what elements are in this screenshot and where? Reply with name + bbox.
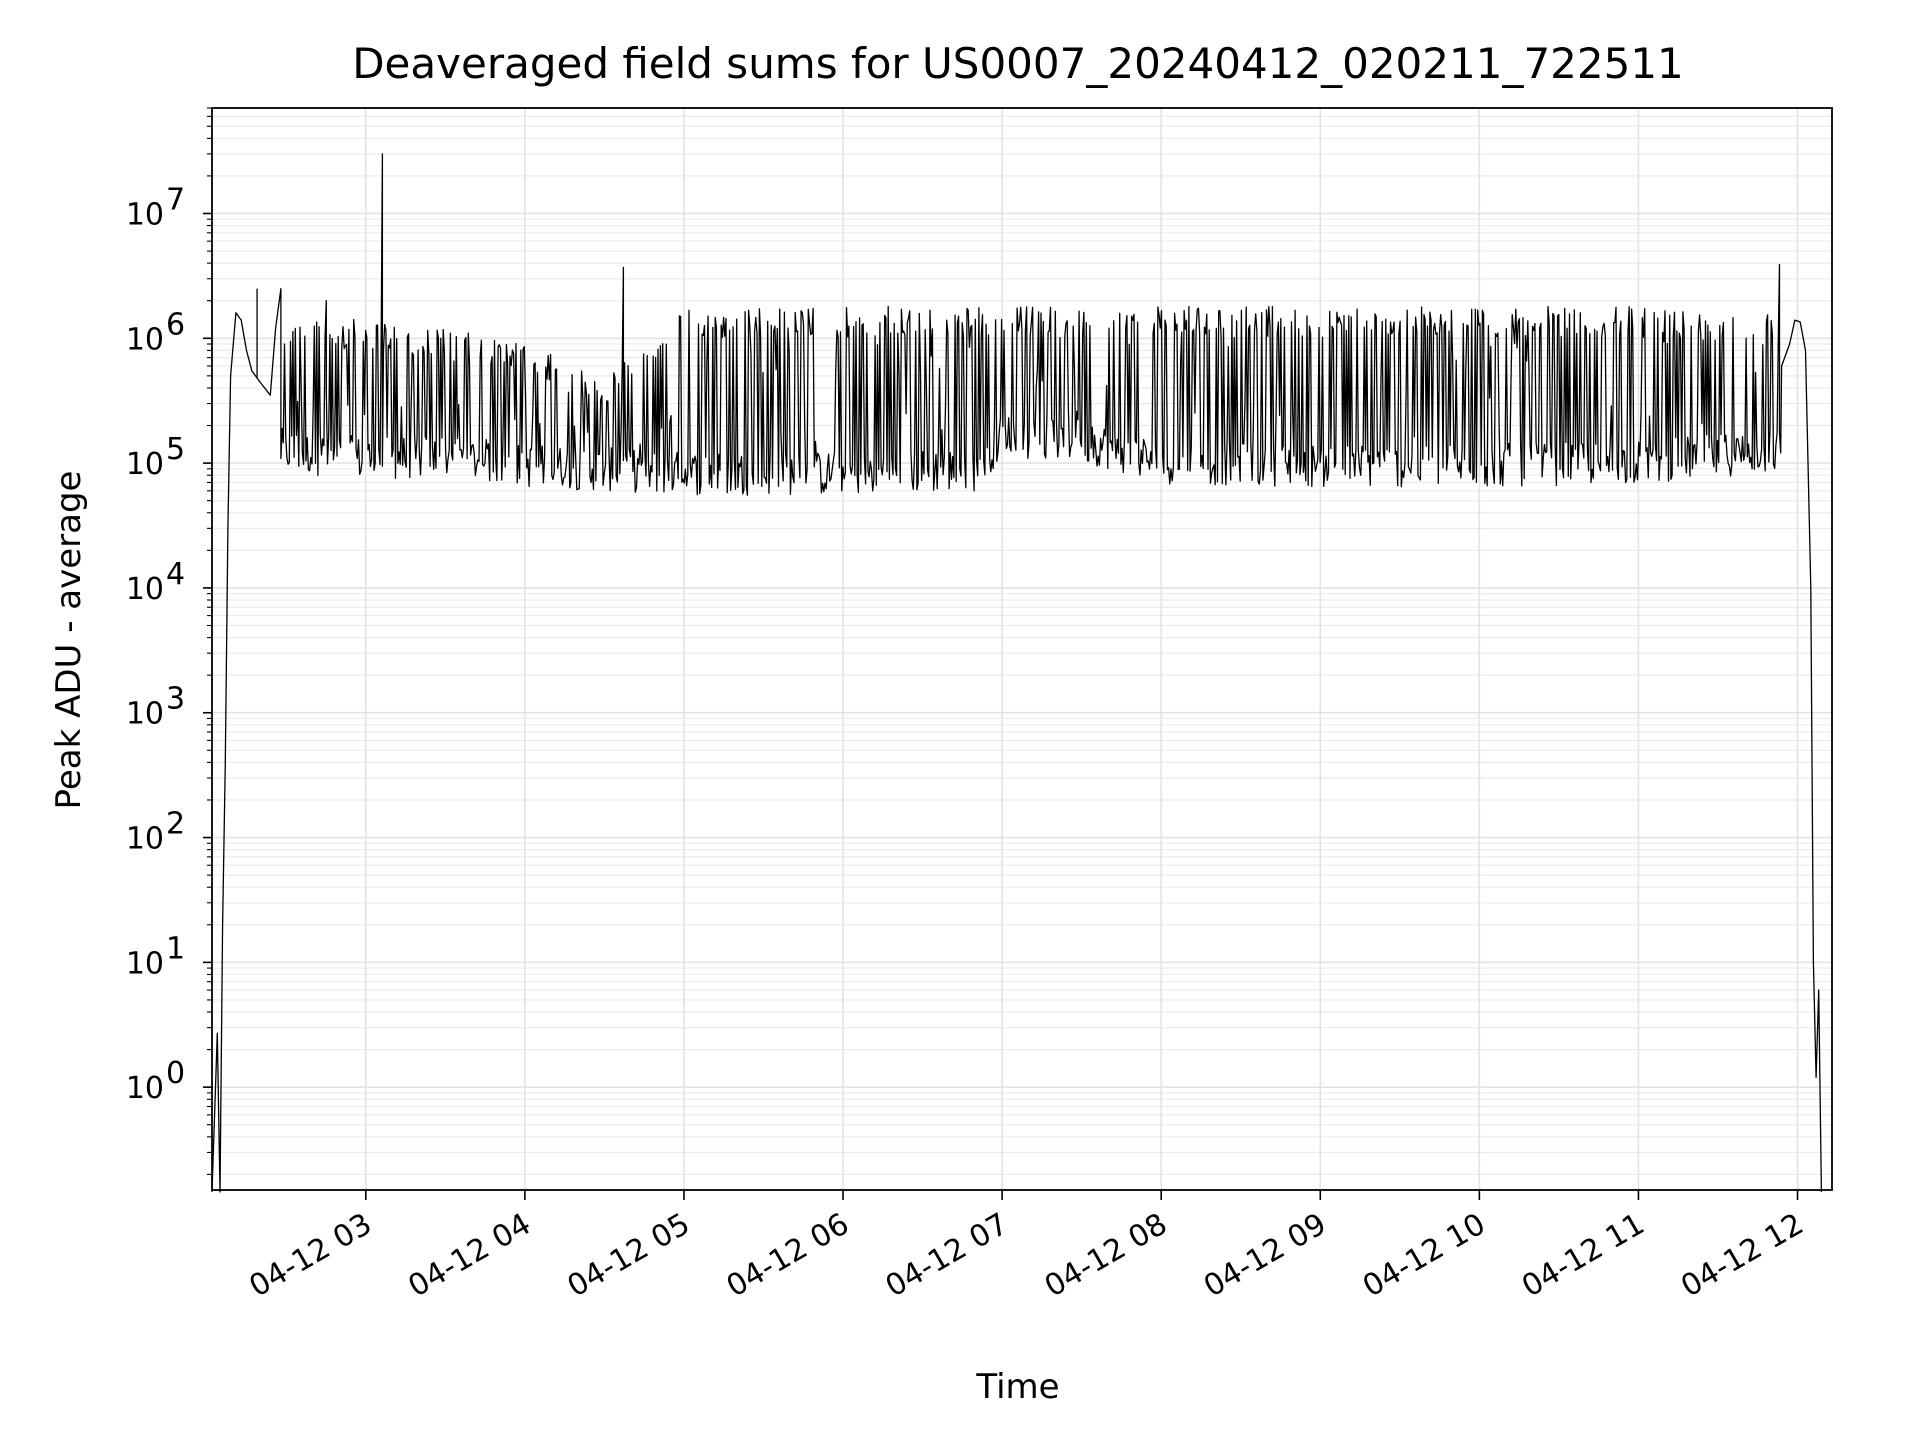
y-tick-label: 10 xyxy=(126,197,164,232)
y-tick-label: 10 xyxy=(126,572,164,607)
plot-frame xyxy=(211,107,1833,1191)
y-tick-exponent: 3 xyxy=(166,682,185,717)
y-tick-exponent: 0 xyxy=(166,1056,185,1091)
y-axis-label: Peak ADU - average xyxy=(49,471,89,810)
y-tick-exponent: 5 xyxy=(166,432,185,467)
y-tick-exponent: 7 xyxy=(166,182,185,217)
y-tick-exponent: 4 xyxy=(166,557,185,592)
y-tick-exponent: 6 xyxy=(166,307,185,342)
y-tick-label: 10 xyxy=(126,697,164,732)
series-line xyxy=(211,153,1823,1193)
y-tick-label: 10 xyxy=(126,1071,164,1106)
y-tick-exponent: 2 xyxy=(166,807,185,842)
y-tick-label: 10 xyxy=(126,322,164,357)
x-axis-label: Time xyxy=(975,1367,1059,1407)
y-tick-label: 10 xyxy=(126,946,164,981)
y-tick-exponent: 1 xyxy=(166,931,185,966)
grid-lines xyxy=(212,107,1832,1190)
y-tick-label: 10 xyxy=(126,447,164,482)
y-tick-label: 10 xyxy=(126,822,164,857)
chart-title: Deaveraged field sums for US0007_2024041… xyxy=(352,39,1684,88)
